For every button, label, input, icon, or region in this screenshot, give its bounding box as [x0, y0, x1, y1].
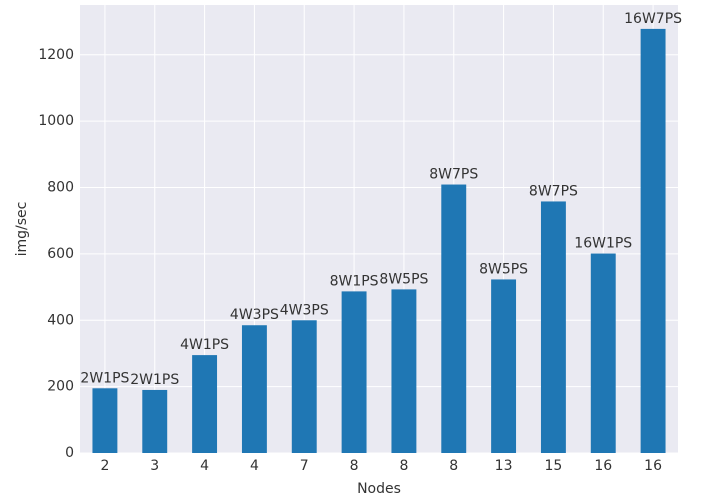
y-tick-label: 800	[47, 180, 74, 196]
y-tick-label: 0	[65, 445, 74, 461]
bar	[590, 253, 616, 453]
x-tick-label: 8	[449, 458, 458, 474]
bar	[640, 28, 666, 453]
x-tick-label: 16	[644, 458, 662, 474]
bar-annotation: 16W7PS	[624, 11, 682, 27]
plot-background	[80, 5, 678, 453]
bar	[540, 201, 566, 453]
x-tick-label: 3	[150, 458, 159, 474]
bar	[291, 320, 317, 453]
bar-annotation: 16W1PS	[574, 236, 632, 252]
y-axis-label: img/sec	[14, 202, 30, 257]
bar-annotation: 8W5PS	[379, 271, 428, 287]
y-tick-label: 1000	[38, 113, 74, 129]
bar-annotation: 4W1PS	[180, 337, 229, 353]
y-tick-label: 600	[47, 246, 74, 262]
x-tick-label: 7	[300, 458, 309, 474]
y-tick-label: 1200	[38, 47, 74, 63]
y-tick-label: 400	[47, 312, 74, 328]
x-tick-label: 13	[495, 458, 513, 474]
bar	[241, 325, 267, 453]
bar-annotation: 4W3PS	[280, 302, 329, 318]
bar-annotation: 4W3PS	[230, 307, 279, 323]
x-tick-label: 8	[350, 458, 359, 474]
bar-annotation: 2W1PS	[80, 370, 129, 386]
bar	[142, 389, 168, 453]
x-axis-label: Nodes	[357, 481, 401, 497]
bar	[192, 355, 218, 453]
x-tick-label: 2	[100, 458, 109, 474]
x-tick-label: 8	[399, 458, 408, 474]
x-tick-label: 16	[594, 458, 612, 474]
y-tick-label: 200	[47, 379, 74, 395]
x-tick-label: 15	[545, 458, 563, 474]
bar	[391, 289, 417, 453]
bar-annotation: 8W5PS	[479, 261, 528, 277]
bar	[441, 184, 467, 453]
bar	[341, 291, 367, 453]
bar-annotation: 8W1PS	[330, 273, 379, 289]
x-tick-label: 4	[250, 458, 259, 474]
bar-annotation: 8W7PS	[429, 167, 478, 183]
bar-annotation: 2W1PS	[130, 372, 179, 388]
bar-annotation: 8W7PS	[529, 183, 578, 199]
bar	[491, 279, 517, 453]
bar	[92, 388, 118, 453]
x-tick-label: 4	[200, 458, 209, 474]
